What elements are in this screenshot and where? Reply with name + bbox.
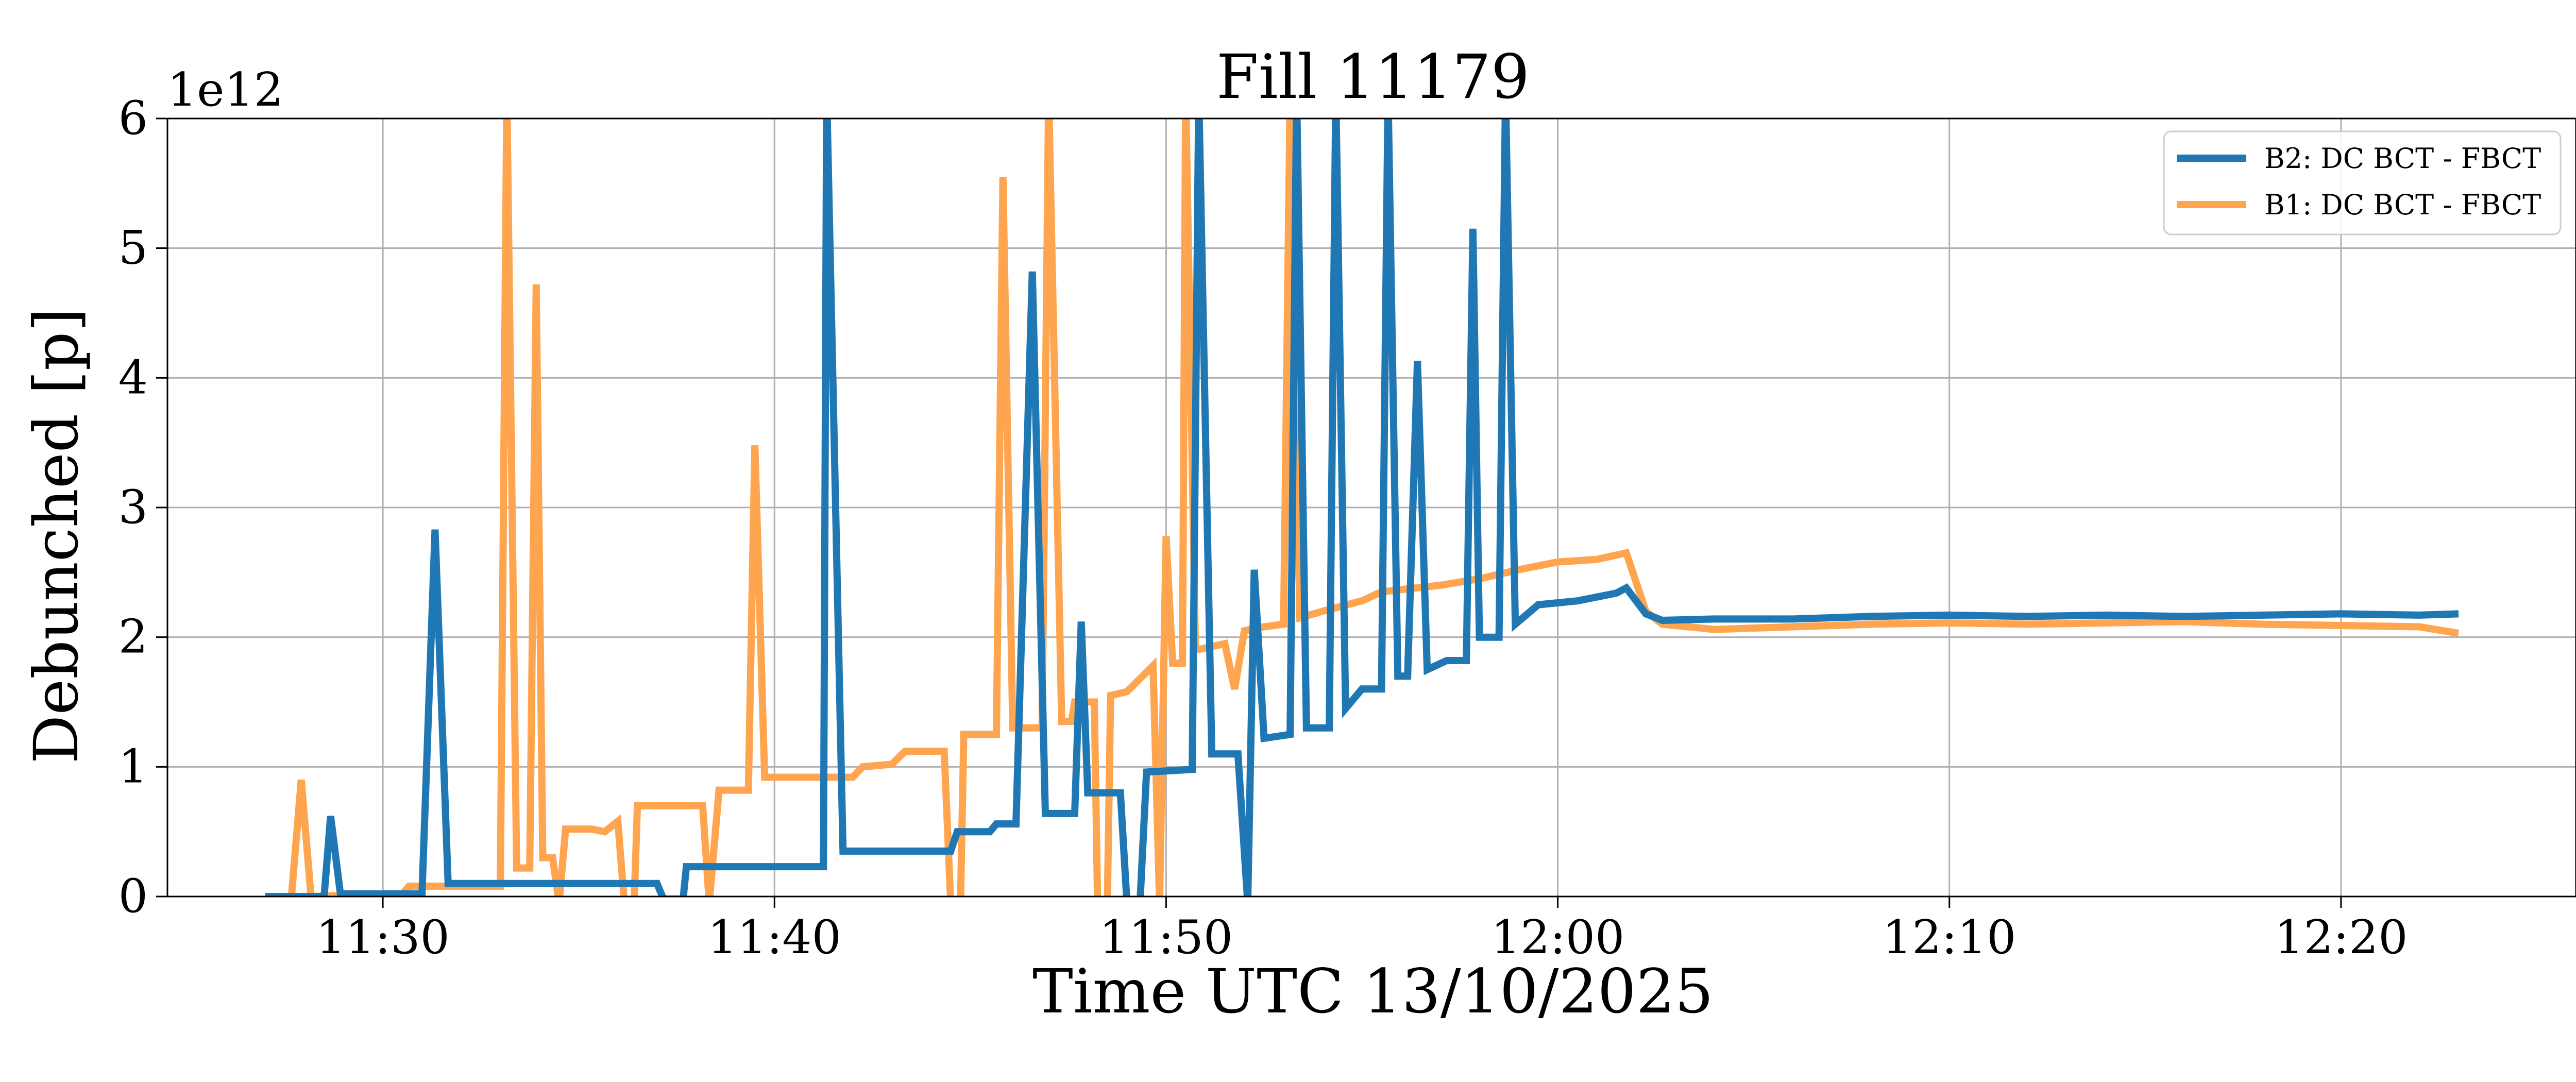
y-axis-label: Debunched [p] (21, 308, 92, 764)
x-tick-label: 11:30 (316, 910, 449, 965)
y-tick-label: 5 (118, 221, 148, 275)
y-tick-label: 4 (118, 350, 148, 404)
chart-title: Fill 11179 (1216, 41, 1530, 112)
y-axis-offset-label: 1e12 (167, 63, 283, 117)
x-axis-label: Time UTC 13/10/2025 (1032, 956, 1714, 1027)
y-tick-label: 3 (118, 480, 148, 534)
legend-label-b2: B2: DC BCT - FBCT (2264, 142, 2541, 175)
x-tick-label: 12:20 (2274, 910, 2408, 965)
y-tick-label: 2 (118, 610, 148, 664)
x-tick-label: 11:40 (708, 910, 841, 965)
legend: B2: DC BCT - FBCT B1: DC BCT - FBCT (2164, 131, 2561, 234)
x-tick-label: 12:10 (1883, 910, 2016, 965)
legend-label-b1: B1: DC BCT - FBCT (2264, 189, 2541, 221)
y-tick-label: 0 (118, 869, 148, 923)
y-tick-label: 1 (118, 739, 148, 793)
y-tick-label: 6 (118, 91, 148, 145)
